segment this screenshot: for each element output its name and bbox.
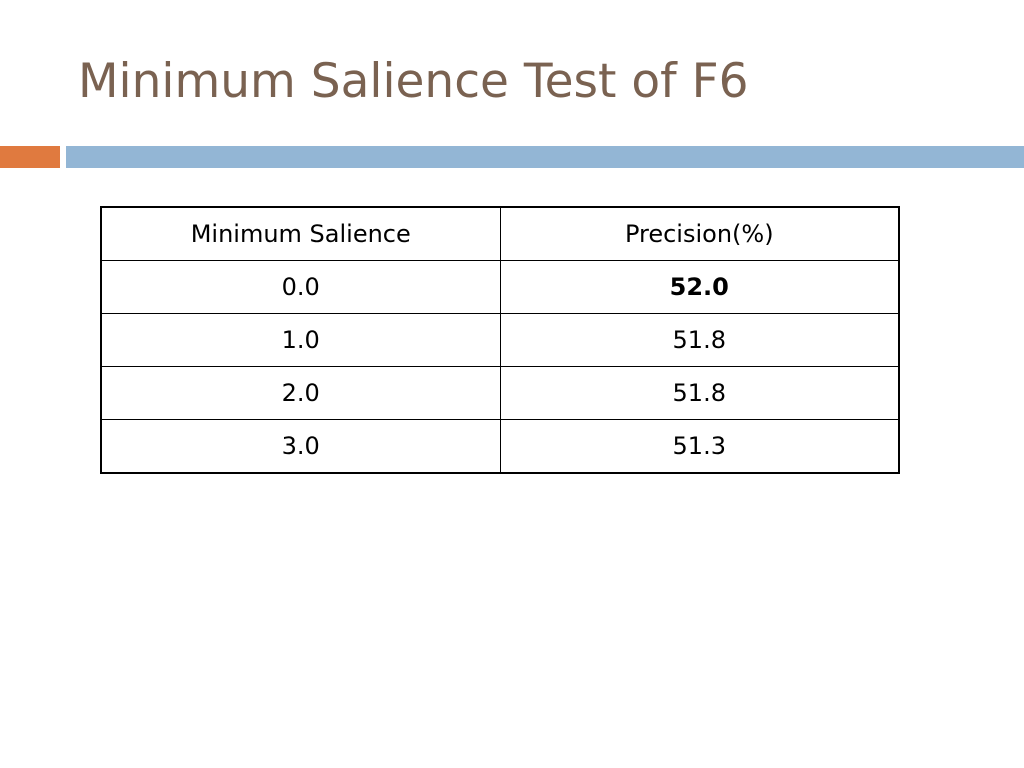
salience-table: Minimum Salience Precision(%) 0.0 52.0 1… <box>100 206 900 474</box>
table-row: 3.0 51.3 <box>100 419 900 474</box>
table-row: 2.0 51.8 <box>100 366 900 420</box>
cell-precision: 52.0 <box>499 260 900 314</box>
cell-precision: 51.8 <box>499 313 900 367</box>
cell-min-salience: 0.0 <box>100 260 501 314</box>
table-row: 1.0 51.8 <box>100 313 900 367</box>
title-rule-bar <box>66 146 1024 168</box>
cell-min-salience: 3.0 <box>100 419 501 474</box>
column-header-precision: Precision(%) <box>499 206 900 261</box>
column-header-minimum-salience: Minimum Salience <box>100 206 501 261</box>
table-header-row: Minimum Salience Precision(%) <box>100 206 900 261</box>
cell-min-salience: 2.0 <box>100 366 501 420</box>
cell-precision: 51.8 <box>499 366 900 420</box>
accent-bar <box>0 146 60 168</box>
cell-precision: 51.3 <box>499 419 900 474</box>
table-row: 0.0 52.0 <box>100 260 900 314</box>
cell-min-salience: 1.0 <box>100 313 501 367</box>
slide-title: Minimum Salience Test of F6 <box>78 54 749 109</box>
